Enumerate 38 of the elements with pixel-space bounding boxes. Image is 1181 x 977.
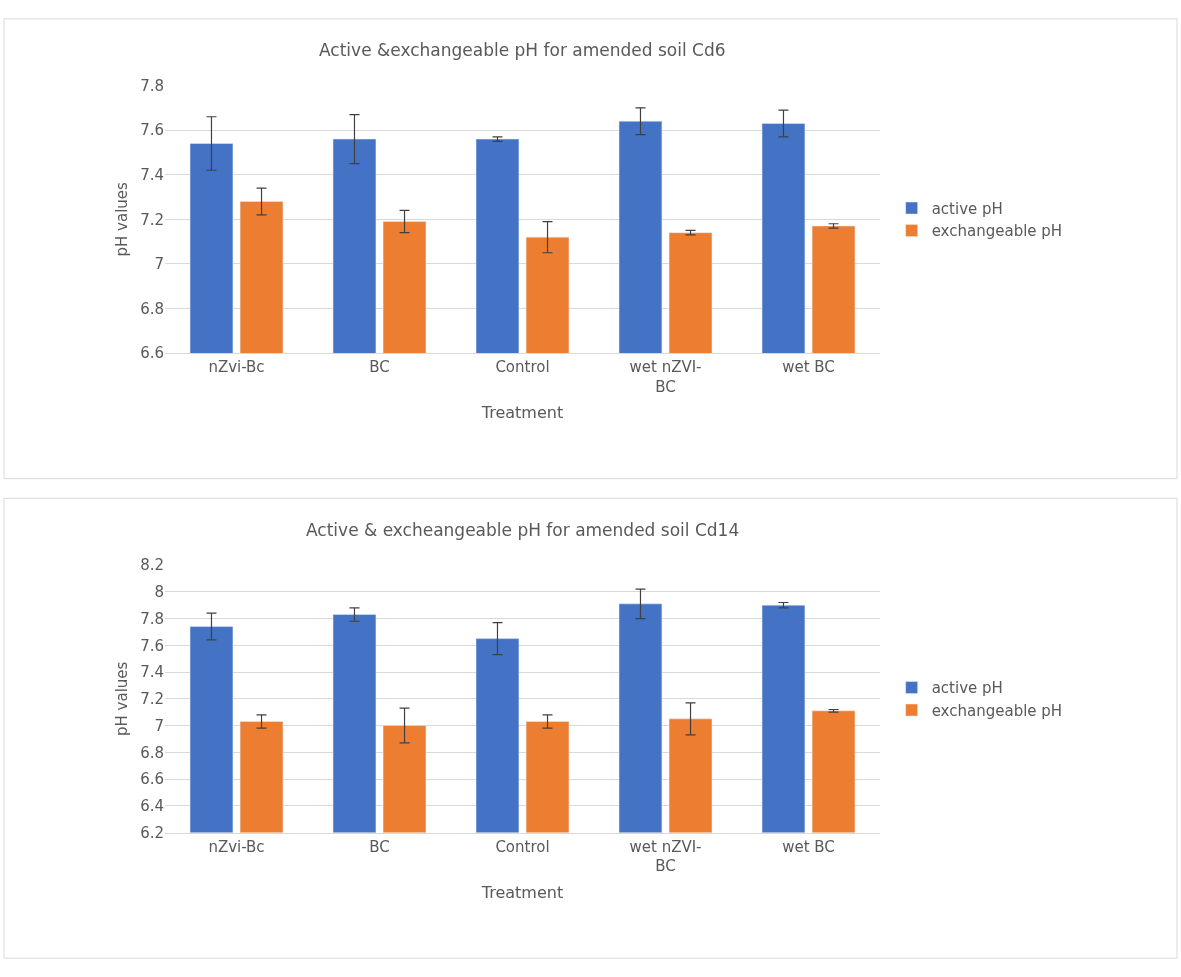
y-axis-title: pH values: [113, 181, 132, 257]
x-tick-label: wet nZVI-BC: [629, 358, 702, 396]
y-tick-label: 6.8: [140, 743, 164, 762]
legend-label: active pH: [931, 679, 1003, 698]
y-tick-label: 7.8: [140, 609, 164, 628]
y-tick-label: 7.8: [140, 76, 164, 95]
y-tick-label: 7.4: [140, 663, 164, 682]
x-tick-label: nZvi-Bc: [208, 837, 265, 856]
x-tick-label: wet nZVI-BC: [629, 837, 702, 876]
x-tick-label: nZvi-Bc: [208, 358, 265, 377]
y-tick-label: 7.6: [140, 636, 164, 655]
y-tick-label: 7: [154, 255, 164, 274]
x-tick-label: wet BC: [782, 837, 835, 856]
x-tick-label: Control: [495, 358, 550, 377]
y-tick-label: 7.2: [140, 210, 164, 229]
y-tick-label: 6.2: [140, 823, 164, 842]
y-tick-label: 8: [154, 583, 164, 602]
y-tick-label: 7.2: [140, 690, 164, 709]
legend-label: active pH: [931, 199, 1003, 218]
y-tick-label: 6.6: [140, 770, 164, 789]
y-tick-label: 8.2: [140, 556, 164, 575]
y-tick-label: 6.6: [140, 344, 164, 363]
y-tick-label: 7.6: [140, 121, 164, 140]
legend-label: exchangeable pH: [931, 701, 1063, 720]
x-axis-title: Treatment: [480, 882, 564, 902]
y-tick-label: 6.8: [140, 299, 164, 318]
chart-title: Active &exchangeable pH for amended soil Cd6: [319, 40, 726, 60]
x-tick-label: Control: [495, 837, 550, 856]
chart-title: Active & excheangeable pH for amended soil Cd14: [306, 520, 740, 540]
x-axis-title: Treatment: [480, 403, 564, 423]
y-axis-title: pH values: [113, 661, 132, 736]
x-tick-label: BC: [369, 837, 390, 856]
x-tick-label: wet BC: [782, 358, 835, 377]
y-tick-label: 7.4: [140, 165, 164, 184]
y-tick-label: 6.4: [140, 797, 164, 816]
y-tick-label: 7: [154, 716, 164, 735]
legend-label: exchangeable pH: [931, 222, 1063, 241]
x-tick-label: BC: [369, 358, 390, 377]
